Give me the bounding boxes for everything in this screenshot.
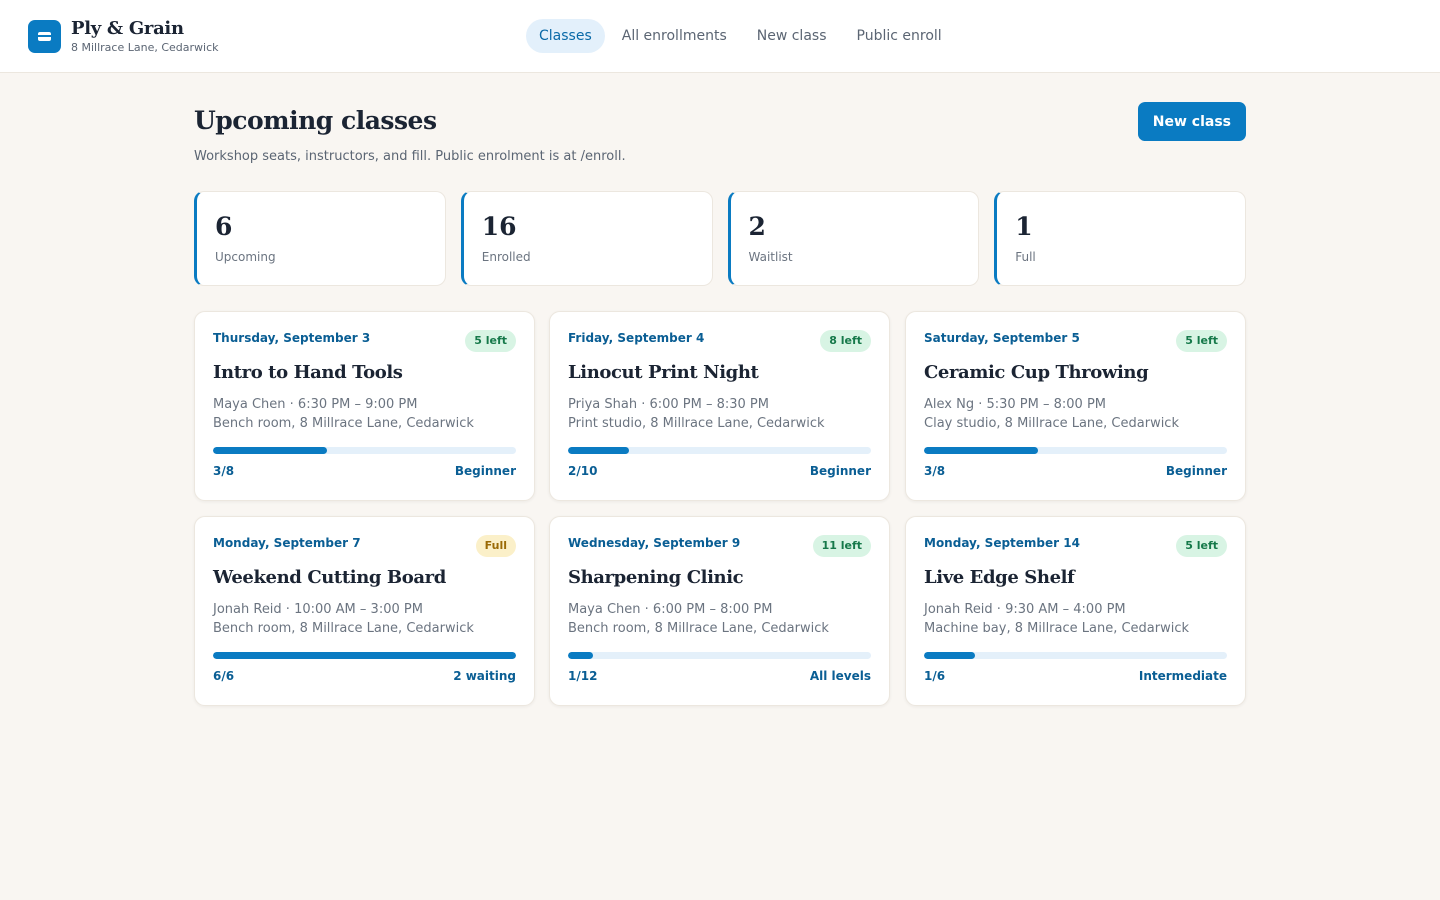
class-title: Linocut Print Night xyxy=(568,362,759,383)
stat-label: Full xyxy=(1015,250,1036,264)
waitlist-count: 2 waiting xyxy=(453,669,516,683)
nav-public-enroll[interactable]: Public enroll xyxy=(856,28,942,44)
seats-badge: Full xyxy=(475,535,516,557)
class-location: Bench room, 8 Millrace Lane, Cedarwick xyxy=(213,621,474,636)
class-location: Bench room, 8 Millrace Lane, Cedarwick xyxy=(568,621,829,636)
main-nav: Classes All enrollments New class Public… xyxy=(526,19,959,53)
class-title: Ceramic Cup Throwing xyxy=(924,362,1149,383)
enrolled-count: 1/12 xyxy=(568,669,598,683)
stat-value: 2 xyxy=(748,212,766,241)
fill-progress-value xyxy=(568,447,629,454)
class-instructor-time: Priya Shah · 6:00 PM – 8:30 PM xyxy=(568,397,769,412)
fill-progress-bar xyxy=(568,447,871,454)
fill-progress-value xyxy=(568,652,594,659)
class-instructor-time: Alex Ng · 5:30 PM – 8:00 PM xyxy=(924,397,1106,412)
brand[interactable]: Ply & Grain 8 Millrace Lane, Cedarwick xyxy=(28,19,219,54)
enrolled-count: 6/6 xyxy=(213,669,235,683)
class-card[interactable]: Monday, September 14 5 left Live Edge Sh… xyxy=(905,516,1246,706)
fill-progress-bar xyxy=(213,652,516,659)
class-card[interactable]: Thursday, September 3 5 left Intro to Ha… xyxy=(194,311,535,501)
class-instructor-time: Jonah Reid · 10:00 AM – 3:00 PM xyxy=(213,602,423,617)
class-location: Clay studio, 8 Millrace Lane, Cedarwick xyxy=(924,416,1179,431)
class-date: Wednesday, September 9 xyxy=(568,536,741,550)
class-date: Friday, September 4 xyxy=(568,331,705,345)
class-title: Sharpening Clinic xyxy=(568,567,744,588)
fill-progress-bar xyxy=(924,447,1227,454)
enrolled-count: 1/6 xyxy=(924,669,946,683)
stats-row: 6 Upcoming 16 Enrolled 2 Waitlist 1 Full xyxy=(194,191,1246,286)
class-level: All levels xyxy=(809,669,871,683)
seats-badge: 5 left xyxy=(1176,535,1227,557)
stat-waitlist: 2 Waitlist xyxy=(727,191,980,286)
stat-label: Enrolled xyxy=(481,250,531,264)
stat-value: 16 xyxy=(481,212,517,241)
stat-value: 1 xyxy=(1015,212,1033,241)
top-bar: Ply & Grain 8 Millrace Lane, Cedarwick C… xyxy=(0,0,1440,73)
page-title: Upcoming classes xyxy=(194,106,437,135)
enrolled-count: 3/8 xyxy=(213,464,235,478)
class-level: Beginner xyxy=(454,464,516,478)
class-level: Beginner xyxy=(809,464,871,478)
brand-logo-icon xyxy=(28,20,61,53)
stat-value: 6 xyxy=(215,212,233,241)
class-card[interactable]: Wednesday, September 9 11 left Sharpenin… xyxy=(549,516,890,706)
main-content: Upcoming classes Workshop seats, instruc… xyxy=(194,102,1246,706)
seats-badge: 5 left xyxy=(1176,330,1227,352)
class-date: Saturday, September 5 xyxy=(924,331,1080,345)
class-title: Weekend Cutting Board xyxy=(213,567,446,588)
class-instructor-time: Maya Chen · 6:30 PM – 9:00 PM xyxy=(213,397,418,412)
enrolled-count: 3/8 xyxy=(924,464,946,478)
class-date: Monday, September 14 xyxy=(924,536,1080,550)
class-instructor-time: Jonah Reid · 9:30 AM – 4:00 PM xyxy=(924,602,1126,617)
class-location: Bench room, 8 Millrace Lane, Cedarwick xyxy=(213,416,474,431)
fill-progress-value xyxy=(213,652,516,659)
nav-new-class[interactable]: New class xyxy=(756,28,827,44)
class-level: Beginner xyxy=(1165,464,1227,478)
class-date: Thursday, September 3 xyxy=(213,331,371,345)
class-card[interactable]: Saturday, September 5 5 left Ceramic Cup… xyxy=(905,311,1246,501)
class-location: Print studio, 8 Millrace Lane, Cedarwick xyxy=(568,416,825,431)
nav-classes[interactable]: Classes xyxy=(526,19,605,53)
fill-progress-value xyxy=(924,447,1038,454)
nav-all-enrollments[interactable]: All enrollments xyxy=(621,28,727,44)
fill-progress-value xyxy=(213,447,327,454)
stat-label: Upcoming xyxy=(215,250,276,264)
class-card[interactable]: Friday, September 4 8 left Linocut Print… xyxy=(549,311,890,501)
fill-progress-bar xyxy=(568,652,871,659)
stat-enrolled: 16 Enrolled xyxy=(460,191,713,286)
class-title: Intro to Hand Tools xyxy=(213,362,403,383)
class-title: Live Edge Shelf xyxy=(924,567,1075,588)
seats-badge: 8 left xyxy=(820,330,871,352)
class-level: Intermediate xyxy=(1138,669,1227,683)
enrolled-count: 2/10 xyxy=(568,464,598,478)
fill-progress-bar xyxy=(213,447,516,454)
class-instructor-time: Maya Chen · 6:00 PM – 8:00 PM xyxy=(568,602,773,617)
seats-badge: 5 left xyxy=(465,330,516,352)
page-subtitle: Workshop seats, instructors, and fill. P… xyxy=(194,149,626,164)
brand-name: Ply & Grain xyxy=(71,18,184,39)
stat-full: 1 Full xyxy=(994,191,1246,286)
fill-progress-bar xyxy=(924,652,1227,659)
stat-upcoming: 6 Upcoming xyxy=(194,191,446,286)
seats-badge: 11 left xyxy=(812,535,871,557)
new-class-button[interactable]: New class xyxy=(1137,102,1246,141)
brand-text: Ply & Grain 8 Millrace Lane, Cedarwick xyxy=(71,18,219,55)
stat-label: Waitlist xyxy=(748,250,793,264)
fill-progress-value xyxy=(924,652,975,659)
brand-address: 8 Millrace Lane, Cedarwick xyxy=(71,41,219,54)
class-location: Machine bay, 8 Millrace Lane, Cedarwick xyxy=(924,621,1190,636)
class-date: Monday, September 7 xyxy=(213,536,361,550)
class-card[interactable]: Monday, September 7 Full Weekend Cutting… xyxy=(194,516,535,706)
